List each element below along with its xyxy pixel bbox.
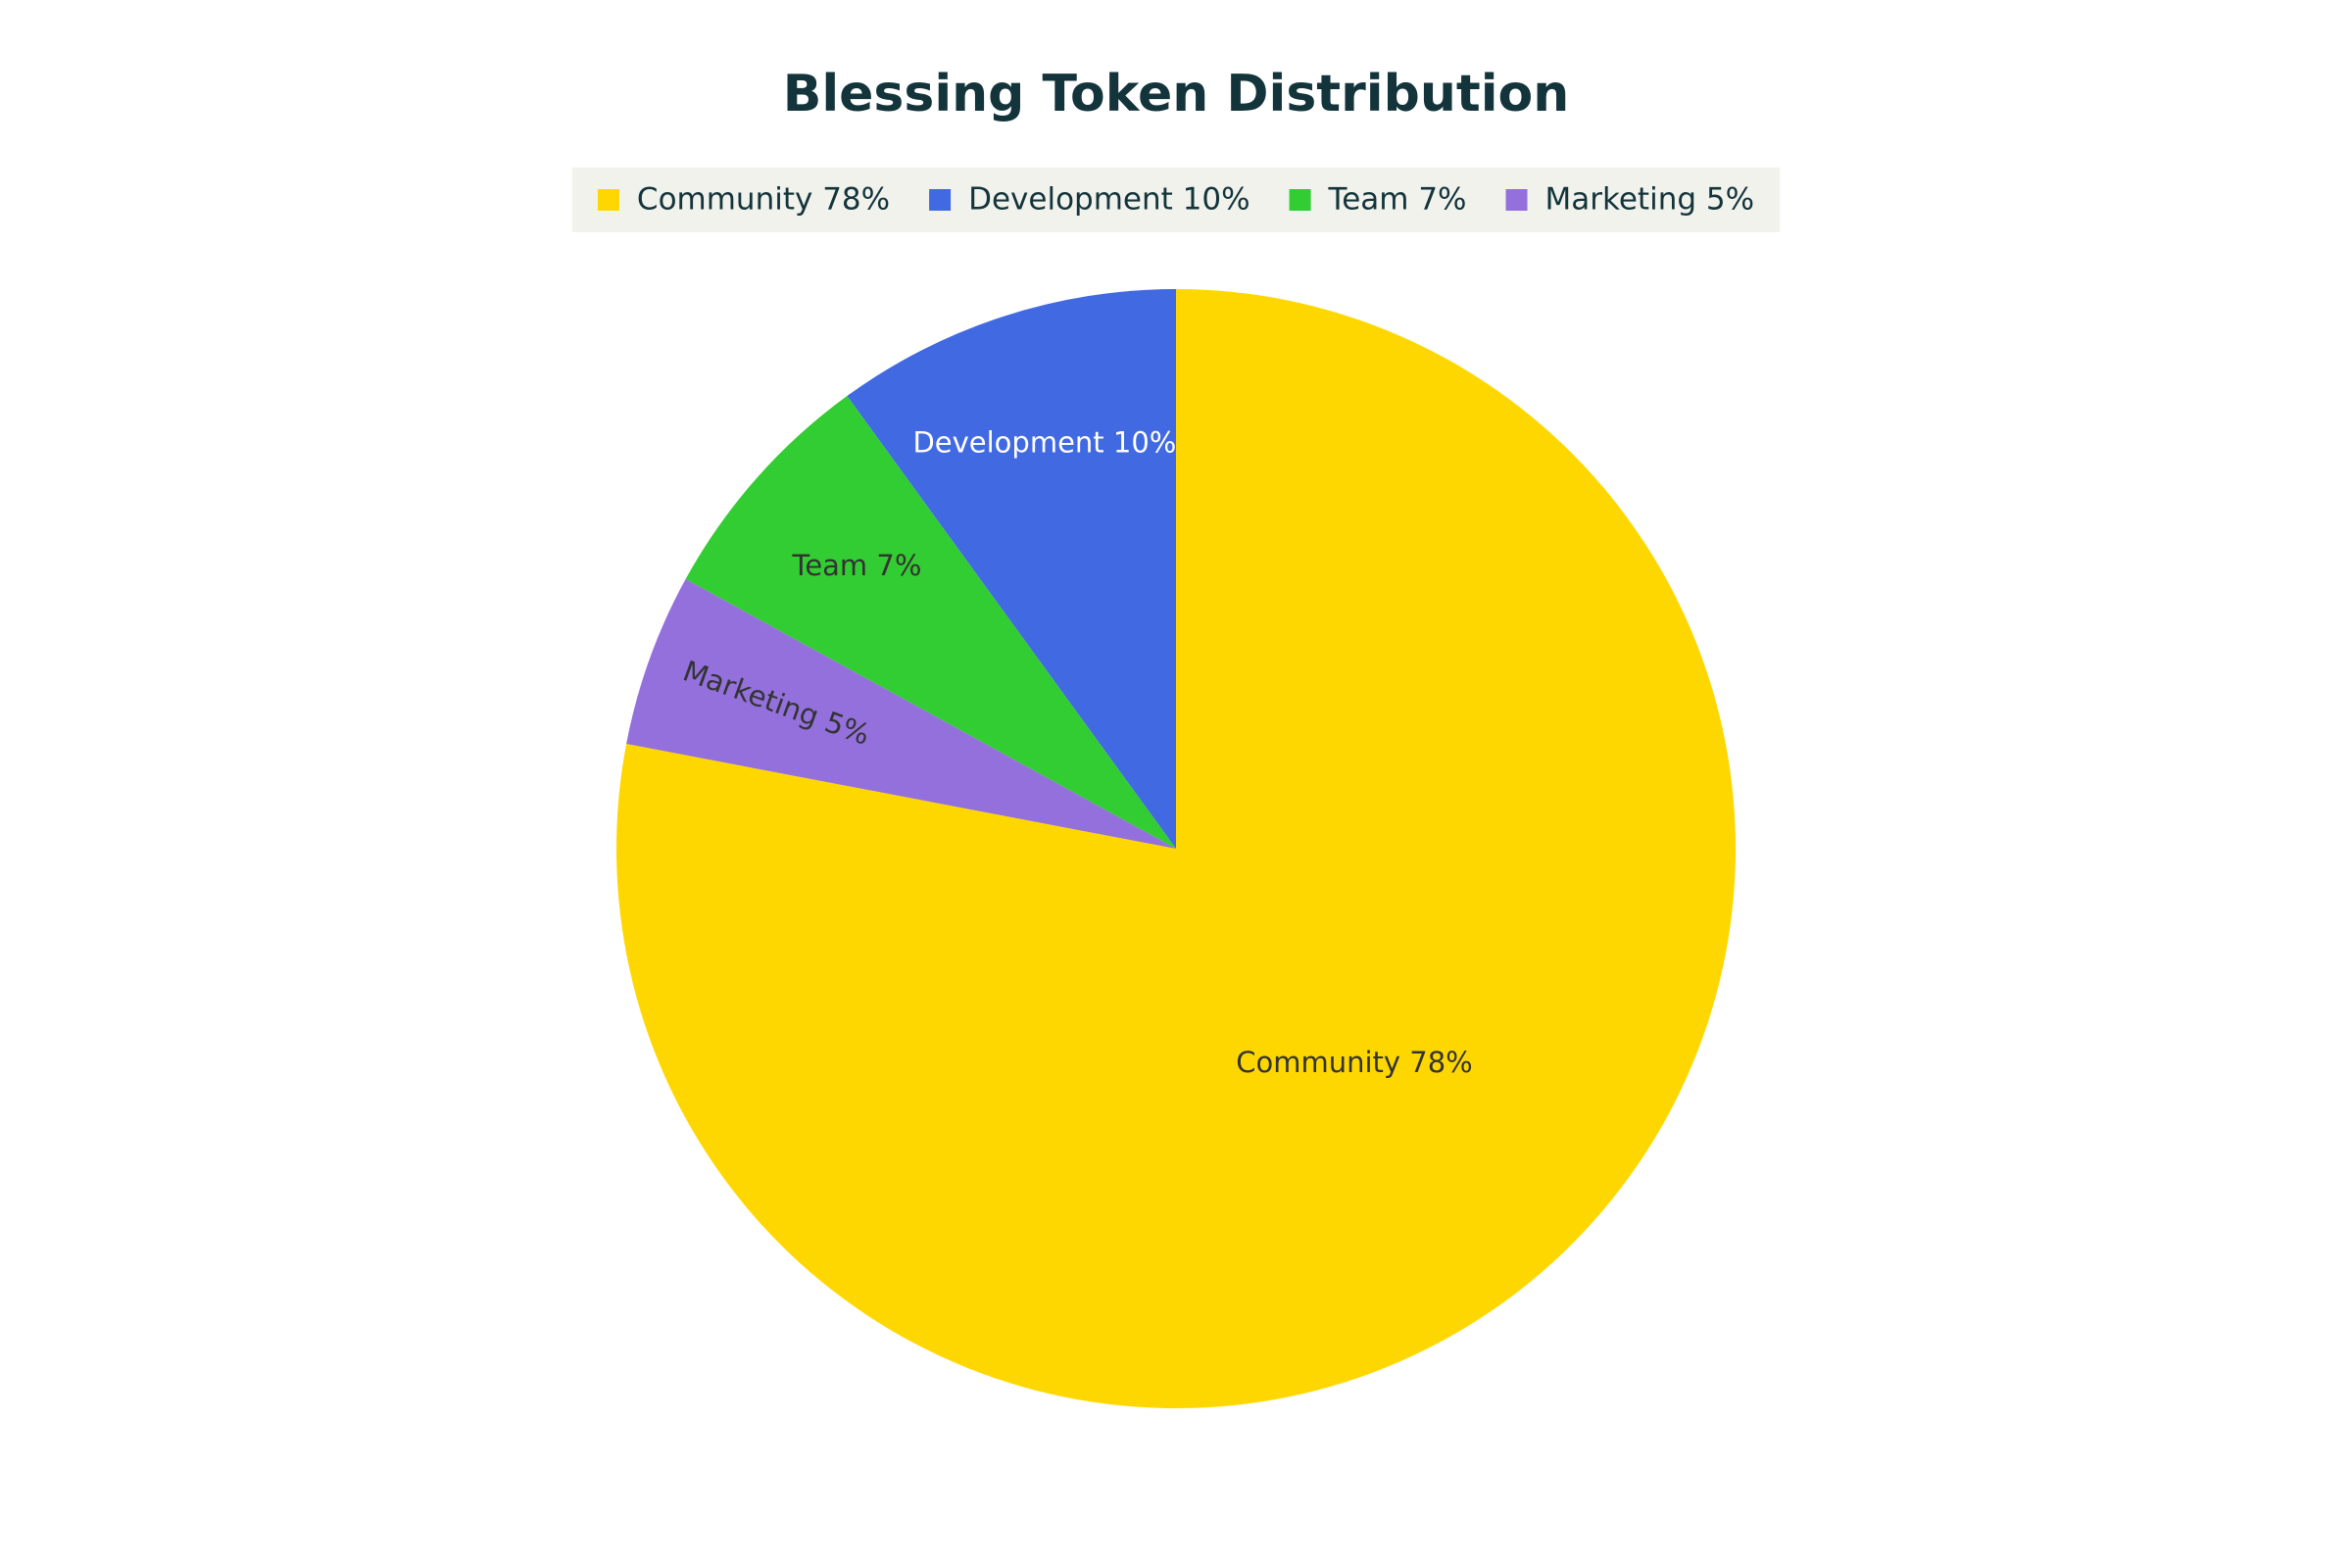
legend-label: Team 7% [1328, 182, 1467, 218]
legend-swatch [929, 189, 952, 211]
legend-label: Community 78% [637, 182, 890, 218]
legend-label: Marketing 5% [1545, 182, 1755, 218]
legend-label: Development 10% [968, 182, 1250, 218]
slice-label: Team 7% [792, 549, 922, 582]
legend-swatch [1289, 189, 1311, 211]
pie-slice [685, 396, 1176, 849]
legend-swatch [597, 189, 619, 211]
legend-box [571, 168, 1781, 232]
legend-swatch [1505, 189, 1528, 211]
slice-label: Community 78% [1236, 1046, 1473, 1079]
pie-slice [847, 289, 1176, 849]
slice-label: Development 10% [912, 425, 1176, 459]
pie-slice [626, 578, 1176, 849]
chart-title: Blessing Token Distribution [783, 65, 1570, 123]
